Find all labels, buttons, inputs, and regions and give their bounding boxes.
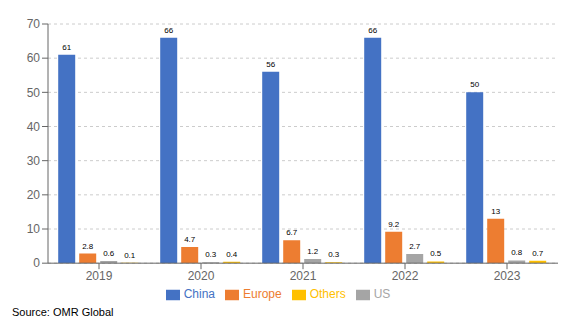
svg-text:50: 50 xyxy=(470,80,479,89)
svg-text:0: 0 xyxy=(33,256,40,270)
svg-text:66: 66 xyxy=(164,26,173,35)
svg-text:6.7: 6.7 xyxy=(286,228,298,237)
svg-text:0.1: 0.1 xyxy=(124,251,136,260)
svg-text:9.2: 9.2 xyxy=(388,220,400,229)
html-text:Europe: Europe xyxy=(243,287,282,302)
svg-text:70: 70 xyxy=(27,17,41,31)
svg-text:10: 10 xyxy=(27,222,41,236)
html-text:Source: OMR Global: Source: OMR Global xyxy=(12,306,114,318)
html-text:Others: Others xyxy=(309,287,346,302)
svg-text:2.7: 2.7 xyxy=(409,242,421,251)
svg-text:30: 30 xyxy=(27,154,41,168)
svg-text:0.6: 0.6 xyxy=(103,249,115,258)
svg-text:0.5: 0.5 xyxy=(430,249,442,258)
svg-text:40: 40 xyxy=(27,120,41,134)
svg-text:0.3: 0.3 xyxy=(328,250,340,259)
svg-text:0.4: 0.4 xyxy=(226,250,238,259)
svg-text:2020: 2020 xyxy=(188,269,215,283)
svg-text:56: 56 xyxy=(266,60,275,69)
svg-text:20: 20 xyxy=(27,188,41,202)
svg-text:2019: 2019 xyxy=(86,269,113,283)
svg-text:60: 60 xyxy=(27,51,41,65)
svg-text:2.8: 2.8 xyxy=(82,242,94,251)
svg-text:2022: 2022 xyxy=(392,269,419,283)
svg-text:61: 61 xyxy=(62,43,71,52)
svg-text:2021: 2021 xyxy=(290,269,317,283)
svg-text:13: 13 xyxy=(491,207,500,216)
svg-text:4.7: 4.7 xyxy=(184,235,196,244)
svg-text:0.3: 0.3 xyxy=(205,250,217,259)
svg-text:1.2: 1.2 xyxy=(307,247,319,256)
html-text:US: US xyxy=(373,287,391,302)
html-text:China: China xyxy=(183,287,215,302)
svg-text:2023: 2023 xyxy=(494,269,521,283)
svg-text:50: 50 xyxy=(27,86,41,100)
svg-text:66: 66 xyxy=(368,26,377,35)
svg-text:0.7: 0.7 xyxy=(532,249,544,258)
svg-text:0.8: 0.8 xyxy=(511,248,523,257)
